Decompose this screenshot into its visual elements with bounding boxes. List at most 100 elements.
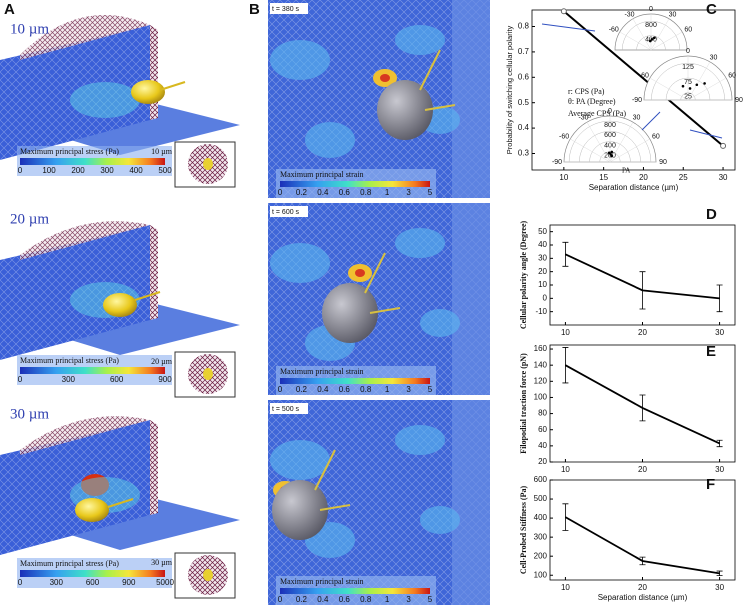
y-tick-label: 40	[538, 240, 547, 249]
strain-patch	[420, 506, 460, 534]
polar-point	[650, 37, 654, 41]
polar-point	[688, 87, 692, 90]
y-tick-label: -10	[535, 307, 547, 316]
colorbar-tick-label: 5	[428, 595, 433, 604]
colorbar	[20, 367, 165, 374]
fiber-network	[20, 416, 150, 455]
colorbar-title: Maximum principal stress (Pa)	[20, 559, 119, 568]
x-tick-label: 15	[599, 173, 608, 182]
colorbar-tick-label: 300	[100, 166, 114, 175]
y-tick-label: 500	[534, 494, 548, 503]
strain-patch	[305, 122, 355, 158]
colorbar-tick-label: 100	[42, 166, 56, 175]
error-bar	[716, 439, 723, 448]
colorbar-tick-label: 0.6	[339, 385, 351, 394]
y-tick-label: 0	[543, 293, 548, 302]
y-tick-label: 600	[534, 475, 548, 484]
x-tick-label: 20	[638, 583, 647, 592]
fiber-side	[150, 420, 158, 515]
inset-scale-label: 30 µm	[151, 558, 173, 567]
panel-letter: D	[706, 206, 717, 223]
colorbar-tick-label: 1	[385, 595, 390, 604]
panel-letter: B	[249, 1, 260, 18]
colorbar-tick-label: 5	[428, 385, 433, 394]
row-label: 30 µm	[10, 406, 49, 422]
strain-patch	[270, 243, 330, 283]
panel-letter: E	[706, 343, 716, 360]
colorbar-tick-label: 3	[406, 595, 411, 604]
annotation: r: CPS (Pa)	[568, 87, 605, 96]
y-axis-label: Filopodial traction force (pN)	[519, 353, 528, 454]
colorbar-tick-label: 1	[385, 188, 390, 197]
colorbar-tick-label: 500	[158, 166, 172, 175]
error-bar	[639, 556, 646, 566]
y-tick-label: 0.3	[518, 149, 530, 158]
colorbar-tick-label: 0.6	[339, 188, 351, 197]
y-tick-label: 100	[534, 393, 548, 402]
polar-spoke	[650, 18, 670, 51]
x-axis-label: Separation distance (µm)	[589, 183, 679, 192]
colorbar-tick-label: 0	[18, 375, 23, 384]
arrow	[689, 129, 723, 139]
plot-frame	[531, 9, 736, 171]
inset-scale-label: 20 µm	[151, 357, 173, 366]
colorbar	[20, 570, 165, 577]
filopodium	[159, 81, 186, 91]
colorbar-tick-label: 600	[86, 578, 100, 587]
data-point	[720, 142, 727, 149]
colorbar-tick-label: 3	[406, 385, 411, 394]
x-tick-label: 20	[639, 173, 648, 182]
polar-spoke	[687, 77, 727, 101]
polar-theta-label: 90	[735, 97, 743, 104]
y-tick-label: 0.7	[518, 47, 530, 56]
polar-point	[648, 39, 652, 43]
colorbar-title: Maximum principal stress (Pa)	[20, 147, 119, 156]
polar-theta-label: -60	[609, 26, 619, 33]
y-tick-label: 30	[538, 253, 547, 262]
x-tick-label: 30	[715, 583, 724, 592]
x-tick-label: 10	[561, 328, 570, 337]
cell	[75, 498, 109, 522]
polar-theta-label: 0	[649, 6, 653, 13]
y-tick-label: 20	[538, 267, 547, 276]
polar-theta-label: 0	[686, 48, 690, 55]
filopodium	[364, 252, 401, 314]
colorbar-tick-label: 3	[406, 188, 411, 197]
polar-theta-label: -60	[559, 133, 569, 140]
strain-patch	[395, 25, 445, 55]
polar-point	[610, 154, 613, 158]
polar-spoke	[570, 138, 611, 163]
colorbar-tick-label: 0	[278, 385, 283, 394]
bead-strip	[452, 0, 490, 198]
y-tick-label: 0.6	[518, 72, 530, 81]
strain-patch	[395, 228, 445, 258]
y-tick-label: 50	[538, 227, 547, 236]
filopodium	[419, 49, 456, 111]
fiber-side	[150, 25, 158, 120]
polar-theta-label: -60	[639, 72, 649, 79]
inset-cell	[203, 368, 213, 380]
cell	[103, 293, 137, 317]
filopodium	[134, 291, 161, 301]
cell	[377, 80, 433, 140]
colorbar-tick-label: 0.2	[296, 188, 308, 197]
polar-theta-label: 60	[684, 26, 692, 33]
inset-cell	[203, 158, 213, 170]
fiber-side	[150, 225, 158, 320]
row-label: 20 µm	[10, 211, 49, 227]
colorbar-tick-label: 1	[385, 385, 390, 394]
polar-spoke	[687, 61, 711, 101]
polar-spoke	[649, 77, 689, 101]
annotation: θ: PA (Degree)	[568, 97, 616, 106]
polar-theta-label: 60	[728, 72, 736, 79]
time-label: t = 380 s	[272, 6, 300, 13]
y-tick-label: 0.8	[518, 22, 530, 31]
colorbar	[280, 181, 430, 187]
y-axis-label: Probability of switching cellular polari…	[505, 26, 514, 155]
polar-point	[681, 84, 685, 88]
arrow	[641, 111, 661, 131]
colorbar-title: Maximum principal strain	[280, 170, 364, 179]
colorbar-tick-label: 0.4	[317, 188, 329, 197]
colorbar-tick-label: 0.4	[317, 595, 329, 604]
row-label: 10 µm	[10, 21, 49, 37]
